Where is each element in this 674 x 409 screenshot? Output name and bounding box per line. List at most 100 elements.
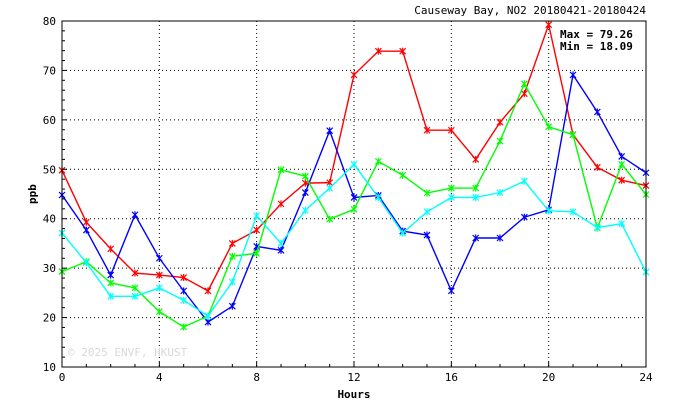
series-layer (58, 21, 650, 331)
data-point-marker (155, 254, 163, 262)
data-point-marker (155, 284, 163, 292)
x-tick-label: 20 (542, 371, 555, 384)
data-point-marker (545, 123, 553, 131)
data-point-marker (399, 47, 407, 55)
data-point-marker (472, 193, 480, 201)
data-point-marker (180, 323, 188, 331)
x-tick-label: 0 (59, 371, 66, 384)
data-point-marker (374, 47, 382, 55)
data-point-marker (618, 220, 626, 228)
data-point-marker (107, 271, 115, 279)
data-point-marker (545, 21, 553, 29)
y-tick-label: 40 (43, 213, 56, 226)
y-tick-label: 80 (43, 15, 56, 28)
data-point-marker (496, 137, 504, 145)
data-point-marker (350, 205, 358, 213)
data-point-marker (228, 252, 236, 260)
data-point-marker (496, 189, 504, 197)
data-point-marker (253, 249, 261, 257)
data-point-marker (131, 284, 139, 292)
data-point-marker (228, 239, 236, 247)
data-point-marker (82, 259, 90, 267)
data-point-marker (350, 71, 358, 79)
data-point-marker (131, 292, 139, 300)
data-point-marker (545, 207, 553, 215)
data-point-marker (228, 302, 236, 310)
data-point-marker (520, 80, 528, 88)
data-point-marker (374, 193, 382, 201)
data-point-marker (326, 184, 334, 192)
data-point-marker (593, 224, 601, 232)
data-point-marker (180, 296, 188, 304)
data-point-marker (472, 155, 480, 163)
max-stat: Max = 79.26 (560, 28, 633, 41)
data-point-marker (496, 118, 504, 126)
data-point-marker (618, 160, 626, 168)
data-point-marker (520, 177, 528, 185)
data-point-marker (82, 226, 90, 234)
data-point-marker (447, 184, 455, 192)
data-point-marker (301, 206, 309, 214)
y-tick-label: 30 (43, 262, 56, 275)
data-point-marker (423, 231, 431, 239)
data-point-marker (472, 184, 480, 192)
data-point-marker (180, 287, 188, 295)
data-point-marker (423, 126, 431, 134)
x-tick-label: 16 (445, 371, 458, 384)
data-point-marker (423, 208, 431, 216)
data-point-marker (82, 218, 90, 226)
data-point-marker (155, 271, 163, 279)
data-point-marker (301, 189, 309, 197)
data-point-marker (447, 126, 455, 134)
y-tick-label: 10 (43, 361, 56, 374)
y-tick-label: 60 (43, 114, 56, 127)
data-point-marker (472, 234, 480, 242)
y-tick-label: 50 (43, 163, 56, 176)
data-point-marker (593, 163, 601, 171)
data-point-marker (374, 157, 382, 165)
min-stat: Min = 18.09 (560, 40, 633, 53)
x-tick-label: 8 (253, 371, 260, 384)
data-point-marker (107, 292, 115, 300)
series-1 (58, 21, 650, 295)
data-point-marker (107, 279, 115, 287)
data-point-marker (520, 213, 528, 221)
series-4 (58, 160, 650, 320)
data-point-marker (569, 71, 577, 79)
data-point-marker (350, 193, 358, 201)
data-point-marker (204, 312, 212, 320)
data-point-marker (496, 234, 504, 242)
x-tick-label: 4 (156, 371, 163, 384)
data-point-marker (301, 172, 309, 180)
data-point-marker (326, 215, 334, 223)
data-point-marker (107, 245, 115, 253)
y-axis-title: ppb (26, 184, 39, 204)
y-tick-label: 70 (43, 64, 56, 77)
data-point-marker (399, 229, 407, 237)
data-point-marker (277, 239, 285, 247)
data-point-marker (447, 287, 455, 295)
data-point-marker (618, 152, 626, 160)
data-point-marker (253, 226, 261, 234)
chart-title: Causeway Bay, NO2 20180421-20180424 (414, 4, 646, 17)
data-point-marker (399, 171, 407, 179)
data-point-marker (423, 189, 431, 197)
data-point-marker (569, 131, 577, 139)
data-point-marker (447, 193, 455, 201)
data-point-marker (277, 246, 285, 254)
data-point-marker (326, 127, 334, 135)
x-axis-title: Hours (337, 388, 370, 401)
data-point-marker (155, 308, 163, 316)
y-tick-label: 20 (43, 312, 56, 325)
data-point-marker (277, 200, 285, 208)
data-point-marker (253, 212, 261, 220)
tick-layer: 0 4 8 12 16 20 24 10 20 30 40 50 60 70 80 (43, 15, 653, 384)
data-point-marker (520, 90, 528, 98)
data-point-marker (131, 269, 139, 277)
data-point-marker (180, 274, 188, 282)
data-point-marker (131, 211, 139, 219)
data-point-marker (204, 318, 212, 326)
data-point-marker (618, 176, 626, 184)
data-point-marker (569, 208, 577, 216)
